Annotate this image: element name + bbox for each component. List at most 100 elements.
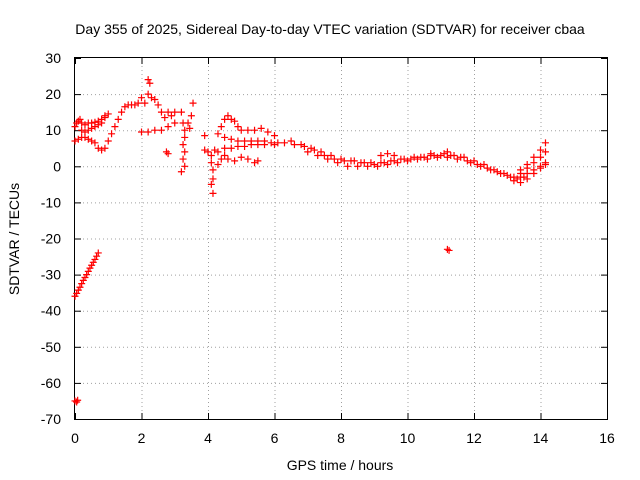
- data-point: [162, 148, 170, 156]
- y-tick-label: 20: [45, 86, 61, 102]
- data-point: [407, 155, 415, 163]
- data-point: [271, 132, 278, 140]
- data-point: [104, 137, 112, 145]
- data-point: [324, 155, 332, 163]
- data-point: [264, 128, 272, 136]
- data-point: [164, 150, 172, 158]
- data-point: [257, 124, 265, 132]
- x-tick-label: 14: [533, 430, 549, 446]
- data-point: [354, 162, 362, 170]
- data-point: [473, 160, 481, 168]
- data-point: [151, 96, 159, 104]
- data-point: [104, 110, 112, 118]
- data-point: [437, 151, 445, 159]
- data-point: [413, 155, 421, 163]
- data-point: [84, 267, 92, 275]
- data-point: [410, 153, 418, 161]
- data-point: [384, 150, 392, 158]
- x-tick-label: 2: [138, 430, 146, 446]
- x-tick-label: 8: [337, 430, 345, 446]
- data-point: [394, 159, 402, 167]
- data-point: [267, 139, 275, 147]
- data-point: [261, 137, 269, 145]
- data-point: [347, 157, 355, 165]
- data-point: [317, 148, 325, 156]
- data-point: [189, 99, 197, 107]
- data-point: [93, 252, 101, 260]
- data-point: [187, 112, 195, 120]
- y-tick-label: -60: [41, 375, 61, 391]
- data-point: [367, 159, 375, 167]
- data-point: [523, 175, 531, 183]
- data-point: [108, 130, 116, 138]
- data-point: [221, 133, 229, 141]
- y-tick-label: -10: [41, 194, 61, 210]
- data-point: [374, 162, 382, 170]
- data-point: [207, 180, 215, 188]
- data-point: [221, 144, 229, 152]
- data-point: [214, 160, 222, 168]
- data-point: [387, 157, 395, 165]
- data-point: [517, 179, 525, 187]
- data-point: [541, 148, 549, 156]
- data-point: [141, 99, 149, 107]
- data-point: [327, 151, 335, 159]
- data-point: [94, 249, 102, 257]
- x-tick-label: 12: [466, 430, 482, 446]
- y-tick-label: -40: [41, 303, 61, 319]
- data-series: [71, 76, 549, 406]
- data-point: [457, 153, 465, 161]
- chart-title: Day 355 of 2025, Sidereal Day-to-day VTE…: [75, 21, 585, 37]
- data-point: [237, 126, 245, 134]
- data-point: [167, 112, 175, 120]
- data-point: [224, 155, 232, 163]
- data-point: [397, 155, 405, 163]
- data-point: [364, 162, 372, 170]
- data-point: [81, 128, 89, 136]
- data-point: [480, 160, 488, 168]
- data-point: [503, 171, 511, 179]
- data-point: [530, 170, 538, 178]
- data-point: [144, 90, 152, 98]
- data-point: [74, 135, 82, 143]
- data-point: [186, 124, 194, 132]
- data-point: [84, 126, 92, 134]
- data-point: [290, 141, 298, 149]
- data-point: [377, 151, 385, 159]
- data-point: [164, 123, 172, 131]
- data-point: [227, 115, 235, 123]
- data-point: [171, 108, 179, 116]
- data-point: [164, 108, 172, 116]
- data-point: [297, 141, 305, 149]
- data-point: [221, 115, 229, 123]
- data-point: [177, 168, 185, 176]
- data-point: [280, 139, 288, 147]
- data-point: [404, 157, 411, 165]
- data-point: [241, 137, 249, 145]
- data-point: [497, 170, 505, 178]
- data-point: [204, 148, 212, 156]
- data-point: [513, 175, 521, 183]
- data-point: [384, 160, 392, 168]
- data-point: [337, 155, 345, 163]
- data-point: [171, 119, 179, 127]
- data-point: [217, 155, 225, 163]
- data-point: [91, 255, 99, 263]
- data-point: [144, 128, 152, 136]
- data-point: [427, 150, 435, 158]
- data-point: [83, 271, 91, 279]
- data-point: [541, 139, 549, 147]
- data-point: [144, 76, 152, 84]
- data-point: [453, 155, 461, 163]
- data-point: [157, 108, 165, 116]
- data-point: [201, 146, 209, 154]
- data-point: [78, 280, 86, 288]
- data-point: [231, 117, 239, 125]
- data-point: [487, 166, 495, 174]
- data-point: [91, 123, 99, 131]
- data-point: [74, 117, 82, 125]
- data-point: [443, 148, 451, 156]
- data-point: [217, 123, 225, 131]
- data-point: [74, 396, 82, 404]
